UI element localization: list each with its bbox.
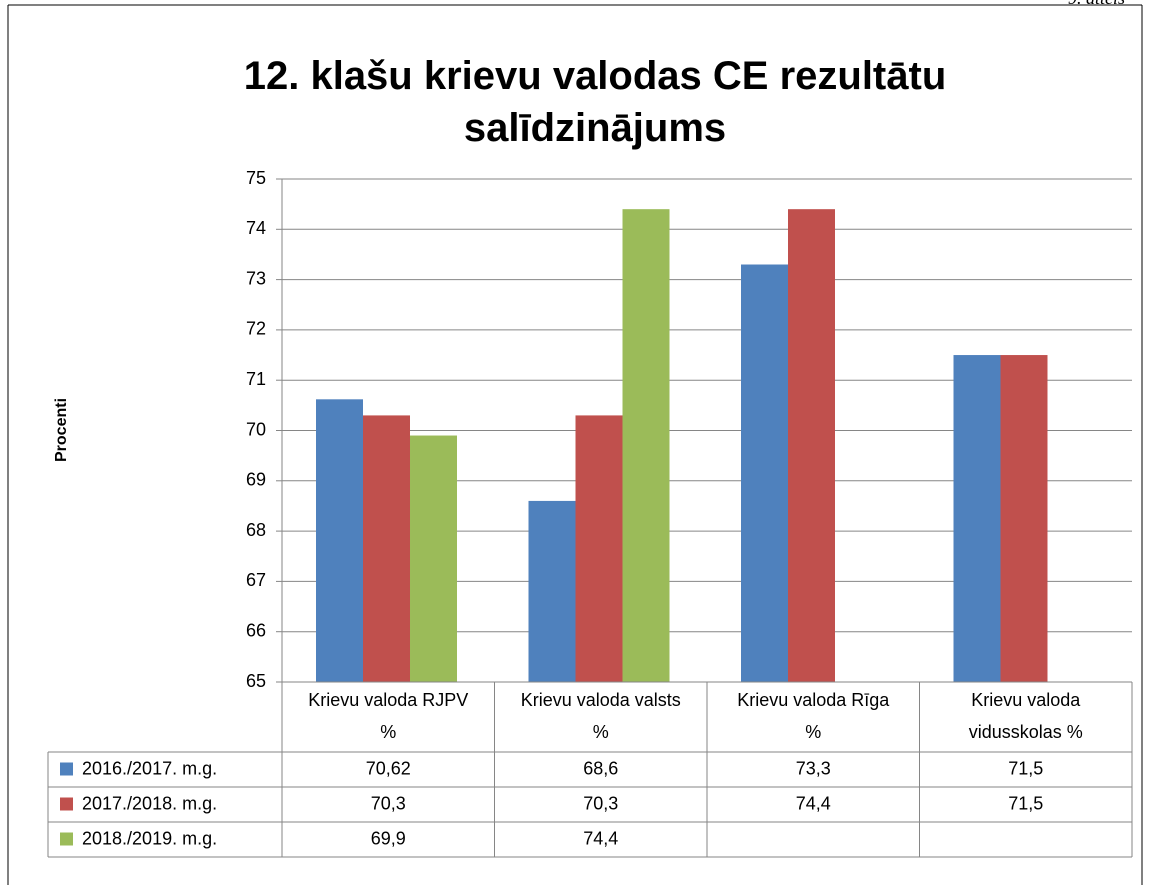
y-tick-label: 66 bbox=[246, 620, 266, 640]
bar bbox=[1000, 355, 1048, 682]
bar bbox=[788, 209, 835, 682]
x-tick-label: Krievu valoda valsts % bbox=[520, 690, 681, 742]
y-tick-label: 72 bbox=[246, 319, 266, 339]
bar bbox=[528, 500, 576, 682]
y-tick-label: 70 bbox=[246, 419, 266, 439]
table-value: 74,4 bbox=[583, 828, 618, 848]
y-tick-label: 65 bbox=[246, 671, 266, 691]
y-axis-label: Procenti bbox=[53, 398, 70, 462]
y-tick-label: 69 bbox=[246, 470, 266, 490]
x-tick-label: Krievu valoda vidusskolas % bbox=[968, 690, 1083, 742]
bar bbox=[316, 399, 363, 682]
legend-key bbox=[60, 832, 73, 846]
bar bbox=[575, 415, 623, 682]
y-tick-label: 73 bbox=[246, 268, 266, 288]
x-tick-label: Krievu valoda RJPV % bbox=[308, 690, 469, 742]
x-tick-label: Krievu valoda Rīga % bbox=[737, 690, 890, 742]
caption: 9. attēls bbox=[1068, 0, 1125, 8]
y-tick-label: 67 bbox=[246, 570, 266, 590]
y-tick-label: 75 bbox=[246, 168, 266, 188]
table-value: 71,5 bbox=[1008, 793, 1043, 813]
bar bbox=[363, 415, 410, 682]
table-value: 71,5 bbox=[1008, 758, 1043, 778]
y-tick-label: 74 bbox=[246, 218, 266, 238]
chart-title: 12. klašu krievu valodas CE rezultātu sa… bbox=[243, 54, 947, 150]
legend-key bbox=[60, 797, 73, 811]
table-value: 70,3 bbox=[583, 793, 618, 813]
bar bbox=[622, 209, 670, 682]
y-tick-label: 68 bbox=[246, 520, 266, 540]
legend-label: 2017./2018. m.g. bbox=[82, 793, 217, 813]
table-value: 73,3 bbox=[796, 758, 831, 778]
table-value: 69,9 bbox=[371, 828, 406, 848]
legend-label: 2018./2019. m.g. bbox=[82, 828, 217, 848]
legend-label: 2016./2017. m.g. bbox=[82, 758, 217, 778]
table-value: 70,62 bbox=[366, 758, 411, 778]
bar bbox=[410, 435, 457, 682]
table-value: 74,4 bbox=[796, 793, 831, 813]
table-value: 70,3 bbox=[371, 793, 406, 813]
legend-key bbox=[60, 762, 73, 776]
bar bbox=[953, 355, 1001, 682]
y-tick-label: 71 bbox=[246, 369, 266, 389]
bar bbox=[741, 264, 788, 682]
table-value: 68,6 bbox=[583, 758, 618, 778]
